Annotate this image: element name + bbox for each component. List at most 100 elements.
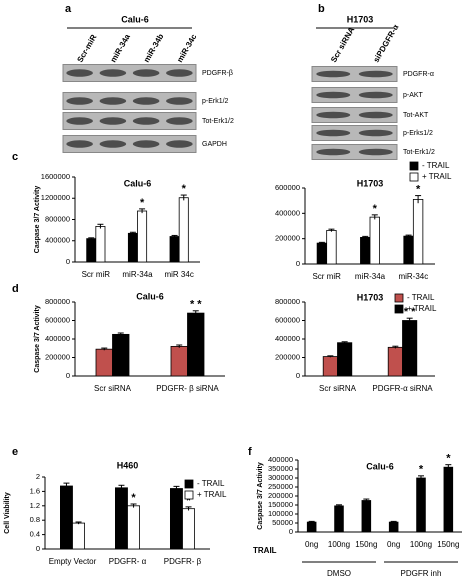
bar [169, 236, 180, 263]
panel-letter: c [12, 151, 18, 163]
y-tick-label: 800000 [275, 297, 300, 306]
x-tick-label: PDGFR-α siRNA [372, 384, 433, 393]
blot-strip [62, 112, 197, 130]
bar [95, 348, 113, 377]
legend-label: + TRAIL [422, 172, 452, 181]
chart-title: Calu-6 [124, 178, 152, 188]
panel-letter: e [12, 446, 18, 458]
blot-band [166, 69, 193, 77]
blot-band [132, 97, 160, 105]
legend-swatch [184, 479, 194, 489]
blot-band [358, 111, 393, 119]
bar [326, 230, 337, 265]
y-tick-label: 0 [296, 371, 300, 380]
bar [187, 312, 205, 377]
blot-band [66, 97, 93, 105]
y-tick-label: 400000 [275, 334, 300, 343]
bar [402, 320, 418, 377]
chart-title: Calu-6 [366, 461, 394, 471]
x-tick-label: Scr miR [312, 272, 341, 281]
blot-title: Calu-6 [121, 14, 149, 24]
band-label: p-Erks1/2 [403, 130, 433, 137]
blot-band [132, 69, 160, 77]
legend-swatch [394, 293, 404, 303]
blot-band [358, 148, 393, 156]
bar [137, 210, 148, 263]
y-tick-label: 50000 [272, 518, 293, 527]
bar [112, 333, 130, 377]
y-tick-label: 400000 [45, 236, 70, 245]
blot-band [99, 97, 127, 105]
blot-band [66, 69, 93, 77]
blot-band [316, 91, 351, 99]
x-tick-label: PDGFR- β siRNA [156, 384, 219, 393]
band-label: p-Erk1/2 [202, 98, 229, 105]
blot-band [99, 69, 127, 77]
blot-band [316, 148, 351, 156]
blot-band [316, 111, 351, 119]
blot-strip [62, 135, 197, 153]
chart-title: H460 [117, 460, 139, 470]
y-tick-label: 200000 [275, 234, 300, 243]
lane-label: miR-34a [109, 32, 133, 64]
legend-label: - TRAIL [197, 479, 225, 488]
blot-band [358, 129, 393, 137]
bar [443, 466, 454, 533]
panel-letter: f [248, 446, 252, 458]
x-tick-label: 100ng [328, 540, 350, 549]
blot-title: H1703 [347, 14, 374, 24]
blot-band [358, 91, 393, 99]
y-tick-label: 0.8 [30, 515, 40, 524]
blot-band [166, 97, 193, 105]
y-tick-label: 200000 [268, 491, 293, 500]
legend-swatch [394, 304, 404, 314]
y-axis-label: Caspase 3/7 Activity [34, 305, 41, 373]
lane-label: miR-34c [175, 32, 199, 64]
y-tick-label: 600000 [275, 315, 300, 324]
bar [416, 477, 426, 533]
y-tick-label: 0 [66, 257, 70, 266]
y-tick-label: 150000 [268, 500, 293, 509]
bar [337, 342, 353, 377]
y-tick-label: 600000 [275, 183, 300, 192]
bar [369, 216, 380, 265]
blot-strip [62, 92, 197, 110]
y-tick-label: 400000 [45, 334, 70, 343]
y-tick-label: 200000 [275, 352, 300, 361]
significance-mark: * [140, 197, 145, 209]
bar [306, 521, 317, 533]
significance-mark: * [186, 495, 191, 507]
significance-mark: * * [404, 306, 416, 318]
group-label: DMSO [327, 569, 351, 578]
legend-label: + TRAIL [197, 490, 227, 499]
y-tick-label: 0 [36, 544, 40, 553]
blot-band [358, 70, 393, 78]
y-tick-label: 0 [289, 527, 293, 536]
bar [72, 522, 86, 550]
y-tick-label: 0.4 [30, 530, 40, 539]
legend-label: - TRAIL [407, 293, 435, 302]
lane-label: Scr-miR [75, 33, 98, 64]
blot-band [166, 117, 193, 125]
y-tick-label: 600000 [45, 315, 70, 324]
y-tick-label: 200000 [45, 352, 70, 361]
y-tick-label: 350000 [268, 464, 293, 473]
legend-swatch [184, 490, 194, 500]
blot-band [66, 117, 93, 125]
significance-mark: * [373, 203, 378, 215]
significance-mark: * [419, 464, 424, 476]
y-axis-label: Cell Viability [4, 492, 11, 534]
band-label: PDGFR-α [403, 71, 434, 78]
bar [316, 242, 328, 265]
legend-label: - TRAIL [422, 161, 450, 170]
significance-mark: * [131, 492, 136, 504]
band-label: Tot-AKT [403, 112, 429, 119]
bar [403, 235, 414, 265]
x-tick-label: miR-34a [122, 270, 153, 279]
bar [334, 505, 344, 533]
y-tick-label: 0 [296, 259, 300, 268]
y-tick-label: 250000 [268, 482, 293, 491]
x-tick-label: 150ng [355, 540, 377, 549]
band-label: PDGFR-β [202, 70, 233, 77]
